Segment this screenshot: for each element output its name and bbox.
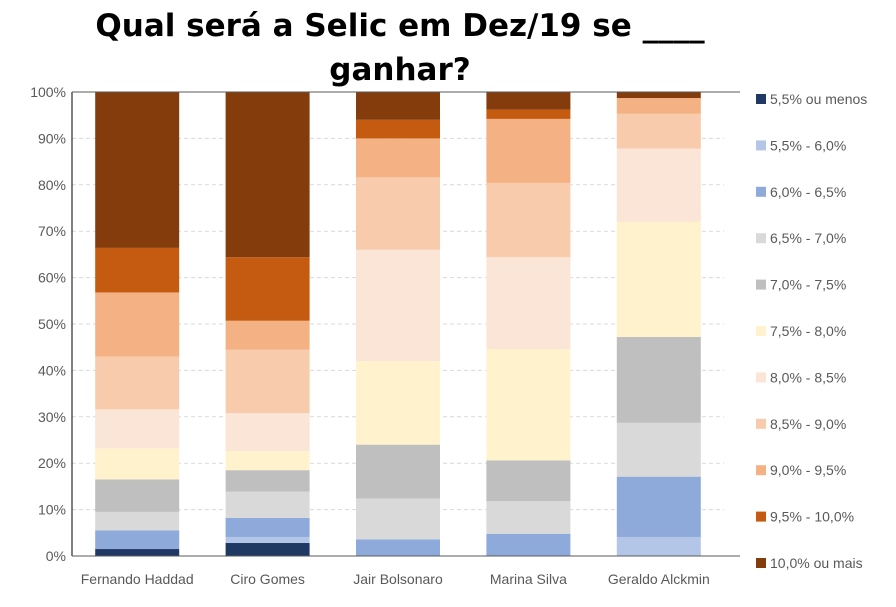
- bar-segment: [225, 536, 310, 544]
- bar-segment: [95, 511, 180, 531]
- y-tick-label: 80%: [38, 177, 66, 193]
- bar-segment: [95, 409, 180, 449]
- bar-segment: [486, 257, 571, 350]
- y-tick-label: 10%: [38, 502, 66, 518]
- y-tick-label: 90%: [38, 130, 66, 146]
- legend-label: 10,0% ou mais: [770, 555, 863, 571]
- legend-label: 9,0% - 9,5%: [770, 462, 846, 478]
- legend-swatch: [756, 558, 766, 568]
- bar-segment: [486, 182, 571, 258]
- bar-segment: [616, 98, 701, 114]
- bar-segment: [95, 479, 180, 512]
- bar-segment: [356, 539, 440, 556]
- legend-label: 7,0% - 7,5%: [770, 277, 846, 293]
- legend-label: 7,5% - 8,0%: [770, 323, 846, 339]
- bar-segment: [225, 470, 310, 492]
- bar-segment: [225, 543, 310, 556]
- bar-segment: [486, 460, 571, 502]
- bar-segment: [225, 517, 310, 537]
- bar-segment: [616, 113, 701, 149]
- y-tick-label: 100%: [30, 84, 66, 100]
- bar-segment: [616, 536, 701, 556]
- bar-segment: [616, 422, 701, 477]
- bar-segment: [95, 530, 180, 550]
- bar-segment: [225, 257, 310, 321]
- y-tick-label: 30%: [38, 409, 66, 425]
- bar-segment: [225, 320, 310, 350]
- bar-segment: [616, 92, 701, 99]
- legend-swatch: [756, 418, 766, 429]
- bar-segment: [616, 476, 701, 537]
- bar-segment: [95, 549, 180, 556]
- bar-segment: [486, 349, 571, 461]
- y-tick-label: 40%: [38, 362, 66, 378]
- chart-title: Qual será a Selic em Dez/19 se ____ ganh…: [95, 8, 705, 88]
- bar-segment: [225, 413, 310, 452]
- legend-label: 6,5% - 7,0%: [770, 230, 846, 246]
- y-tick-label: 0%: [46, 548, 66, 564]
- legend-label: 5,5% - 6,0%: [770, 137, 846, 153]
- y-tick-label: 60%: [38, 270, 66, 286]
- legend-swatch: [756, 279, 766, 290]
- bar-segment: [356, 249, 440, 362]
- x-tick-label: Marina Silva: [490, 571, 567, 587]
- x-tick-label: Jair Bolsonaro: [353, 571, 443, 587]
- legend-label: 5,5% ou menos: [770, 91, 867, 107]
- bar-segment: [356, 92, 440, 120]
- bar-segment: [486, 501, 571, 534]
- y-tick-label: 70%: [38, 223, 66, 239]
- bar-segment: [225, 451, 310, 471]
- legend-swatch: [756, 465, 766, 476]
- legend-swatch: [756, 94, 766, 104]
- bar-segment: [486, 118, 571, 183]
- legend-label: 8,5% - 9,0%: [770, 416, 846, 432]
- bar-segment: [356, 361, 440, 445]
- y-tick-label: 20%: [38, 455, 66, 471]
- x-tick-label: Geraldo Alckmin: [608, 571, 710, 587]
- bar-segment: [225, 349, 310, 414]
- y-tick-label: 50%: [38, 316, 66, 332]
- bar-segment: [486, 533, 571, 556]
- legend-label: 8,0% - 8,5%: [770, 369, 846, 385]
- bar-segment: [616, 221, 701, 337]
- legend-label: 9,5% - 10,0%: [770, 509, 854, 525]
- bar-segment: [616, 148, 701, 222]
- bar-segment: [356, 177, 440, 250]
- legend-swatch: [756, 511, 766, 522]
- bar-segment: [225, 491, 310, 518]
- legend-swatch: [756, 326, 766, 336]
- bar-segment: [356, 444, 440, 499]
- bar-segment: [356, 119, 440, 139]
- bar-segment: [95, 448, 180, 480]
- bar-segment: [486, 92, 571, 110]
- bar-segment: [356, 498, 440, 540]
- legend-label: 6,0% - 6,5%: [770, 184, 846, 200]
- bar-segment: [95, 92, 180, 248]
- x-tick-label: Fernando Haddad: [81, 571, 194, 587]
- bar-segment: [95, 292, 180, 357]
- bar-segment: [95, 356, 180, 410]
- bar-segment: [225, 92, 310, 258]
- x-tick-label: Ciro Gomes: [230, 571, 305, 587]
- bar-segment: [616, 336, 701, 423]
- bar-segment: [356, 138, 440, 178]
- legend-swatch: [756, 233, 766, 244]
- legend-swatch: [756, 140, 766, 151]
- bar-segment: [95, 247, 180, 293]
- bar-segment: [486, 109, 571, 119]
- legend-swatch: [756, 372, 766, 383]
- legend-swatch: [756, 186, 766, 197]
